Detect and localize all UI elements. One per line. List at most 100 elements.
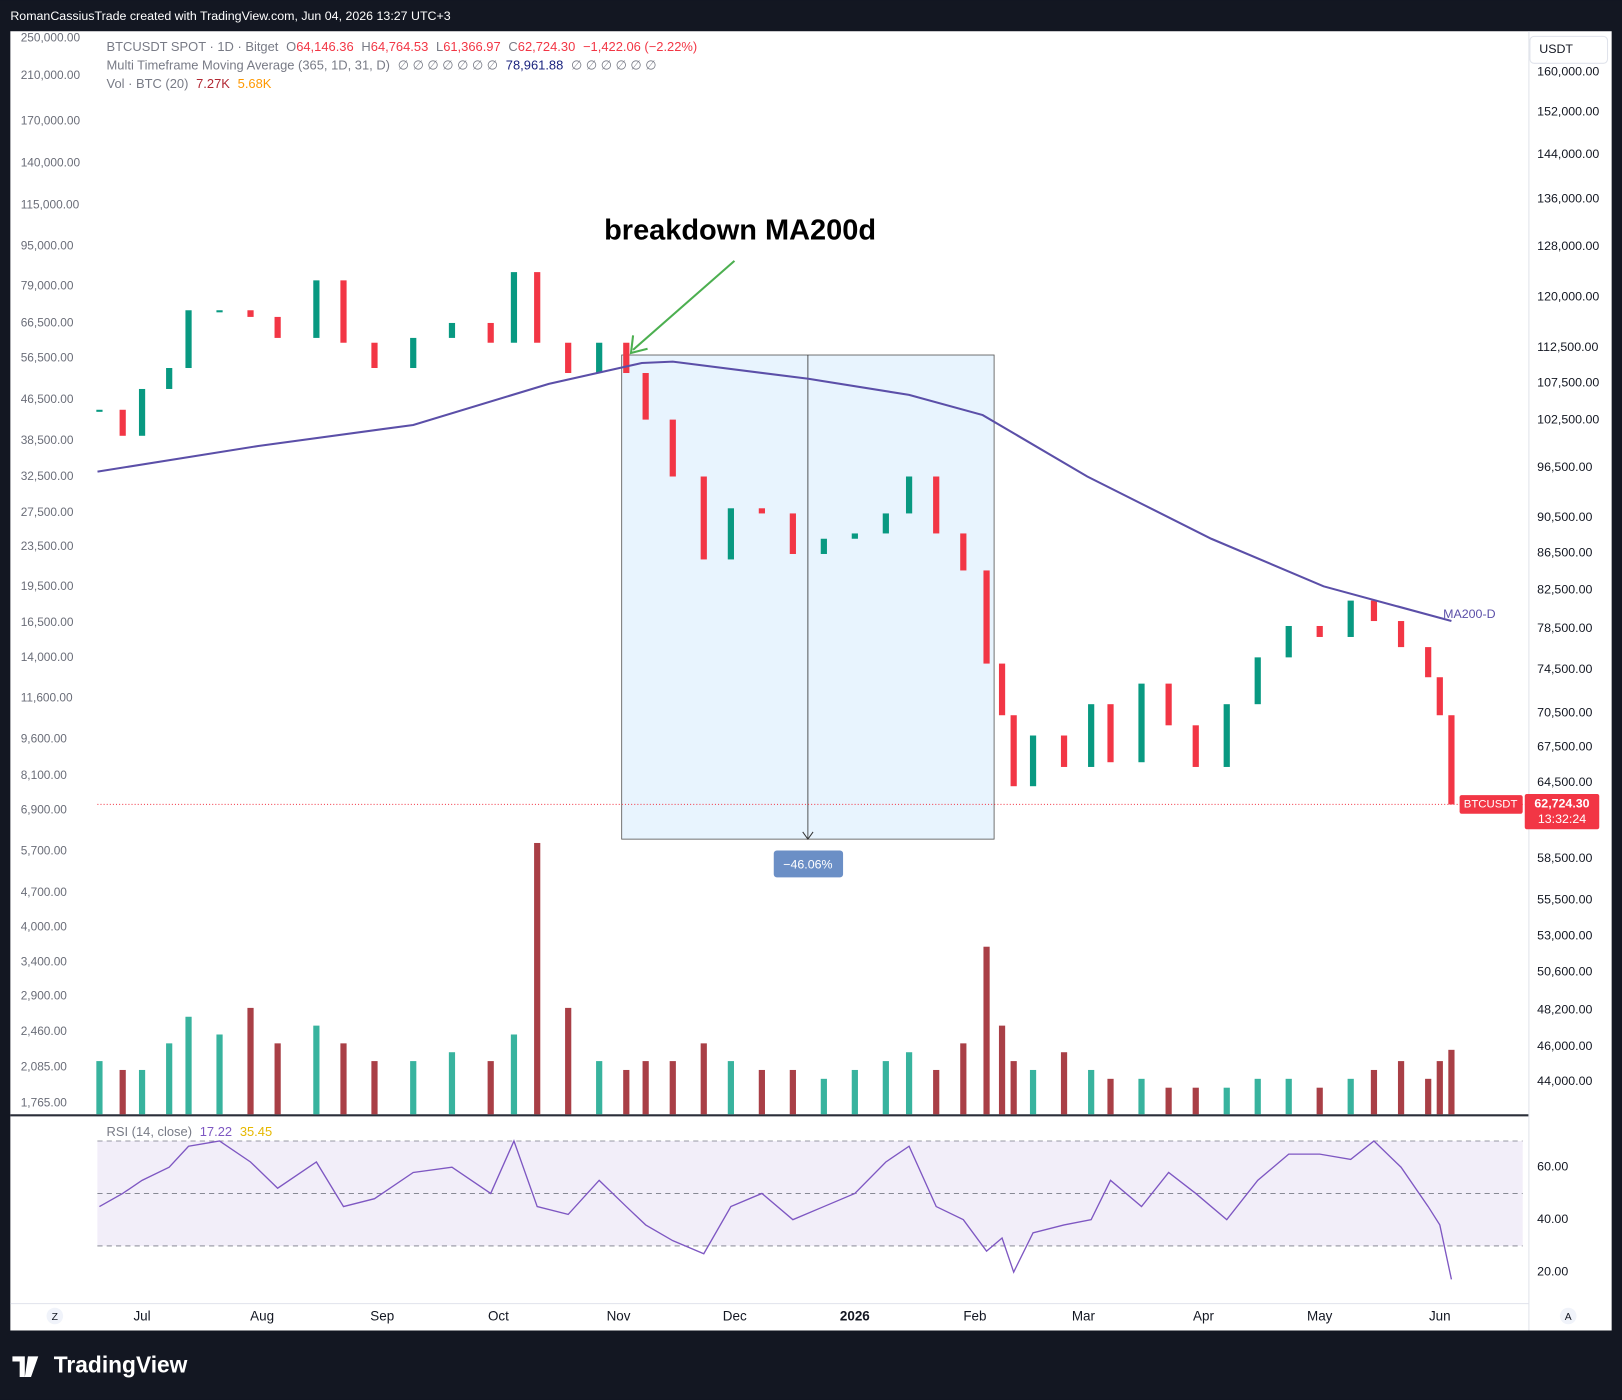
y-tick-label: 64,500.00 — [1537, 775, 1592, 789]
candle — [905, 476, 913, 514]
volume-bar — [216, 1034, 223, 1115]
y-tick-label: 90,500.00 — [1537, 510, 1592, 524]
volume-bar — [510, 1034, 518, 1115]
ohlc-value: 62,724.30 — [518, 39, 576, 54]
scale-button[interactable] — [46, 1307, 64, 1325]
volume-bar — [596, 1061, 603, 1115]
y-tick-label: 44,000.00 — [1537, 1074, 1592, 1088]
y-tick-label: 86,500.00 — [1537, 545, 1592, 559]
x-tick-label: Apr — [1193, 1309, 1214, 1324]
x-tick-label: Nov — [607, 1309, 631, 1324]
ohlc-key: C — [508, 39, 517, 54]
y-tick-label: 46,000.00 — [1537, 1039, 1592, 1053]
rsi-name: RSI (14, close) — [107, 1124, 192, 1139]
y2-tick-label: 27,500.00 — [21, 505, 74, 519]
ohlc-value: 64,146.36 — [296, 39, 354, 54]
y2-tick-label: 5,700.00 — [21, 843, 68, 857]
y2-tick-label: 19,500.00 — [21, 579, 74, 593]
y2-tick-label: 23,500.00 — [21, 539, 74, 553]
candle — [851, 533, 858, 539]
ma-label: MA200-D — [1443, 607, 1495, 621]
volume-bar — [1370, 1069, 1378, 1115]
volume-bar — [1060, 1052, 1068, 1115]
measure-label-box — [773, 850, 844, 878]
volume-bar — [960, 1043, 967, 1115]
plot: 160,000.00 152,000.00 144,000.00 136,000.00… — [21, 31, 1600, 1324]
candle — [138, 388, 146, 436]
rsi-ma: 35.45 — [240, 1124, 272, 1139]
y2-tick-label: 16,500.00 — [21, 615, 74, 629]
candle — [216, 310, 223, 313]
volume-bar — [700, 1043, 707, 1115]
y2-tick-label: 46,500.00 — [21, 392, 74, 406]
rsi-tick-label: 20.00 — [1537, 1264, 1568, 1278]
candle — [642, 373, 649, 420]
ma-value: 78,961.88 — [506, 58, 563, 73]
x-tick-label: Mar — [1072, 1309, 1096, 1324]
volume-bar — [166, 1043, 173, 1115]
volume-bar — [882, 1061, 889, 1115]
volume-bar — [933, 1069, 940, 1115]
y2-tick-label: 11,600.00 — [21, 691, 73, 705]
y-tick-label: 160,000.00 — [1537, 64, 1599, 78]
candle — [1223, 704, 1230, 767]
candle — [700, 476, 707, 560]
ohlc-key: H — [361, 39, 370, 54]
brand: TradingView — [54, 1352, 188, 1378]
y-tick-label: 128,000.00 — [1537, 239, 1599, 253]
rsi-tick-label: 40.00 — [1537, 1212, 1568, 1226]
x-tick-label: Aug — [250, 1309, 274, 1324]
volume-bar — [119, 1069, 126, 1115]
volume-bar — [1285, 1078, 1292, 1115]
volume-bar — [247, 1007, 254, 1115]
y2-tick-label: 9,600.00 — [21, 731, 68, 745]
y2-tick-label: 14,000.00 — [21, 650, 74, 664]
change: −1,422.06 (−2.22%) — [583, 39, 697, 54]
scale-button-label[interactable]: A — [1565, 1312, 1572, 1323]
x-tick-label: Jul — [133, 1309, 150, 1324]
volume-bar — [998, 1025, 1006, 1115]
vol-name: Vol · BTC (20) — [107, 76, 189, 91]
y-tick-label: 107,500.00 — [1537, 375, 1599, 389]
x-tick-label: Oct — [488, 1309, 509, 1324]
y2-tick-label: 79,000.00 — [21, 278, 74, 292]
volume-bar — [851, 1069, 858, 1115]
y-tick-label: 70,500.00 — [1537, 705, 1592, 719]
ohlc-key: L — [436, 39, 443, 54]
candle — [1370, 600, 1378, 622]
candle — [371, 342, 378, 369]
annotation: breakdown MA200d — [604, 215, 876, 247]
currency-button[interactable] — [1529, 35, 1609, 64]
y-tick-label: 67,500.00 — [1537, 739, 1592, 753]
y-tick-label: 74,500.00 — [1537, 662, 1592, 676]
measure-label: −46.06% — [783, 857, 832, 871]
candle — [1285, 625, 1292, 658]
legend-line: Multi Timeframe Moving Average (365, 1D,… — [107, 58, 657, 73]
candle — [565, 342, 572, 374]
volume-bar — [1138, 1078, 1145, 1115]
candle — [96, 409, 103, 412]
candle — [1347, 600, 1354, 637]
symbol-tag-label: BTCUSDT — [1464, 798, 1518, 810]
y-tick-label: 58,500.00 — [1537, 851, 1592, 865]
candle — [789, 513, 796, 554]
y2-tick-label: 115,000.00 — [21, 198, 80, 212]
candle — [623, 342, 630, 374]
volume-bar — [1223, 1087, 1230, 1115]
volume-bar — [1397, 1061, 1405, 1115]
measure-arrow — [802, 831, 814, 841]
y-tick-label: 102,500.00 — [1537, 413, 1599, 427]
x-tick-label: May — [1307, 1309, 1333, 1324]
ma-empty: ∅ ∅ ∅ ∅ ∅ ∅ ∅ — [398, 58, 498, 73]
candle — [340, 280, 347, 343]
y2-tick-label: 4,000.00 — [21, 919, 68, 933]
y2-tick-label: 250,000.00 — [21, 31, 81, 45]
currency[interactable]: USDT — [1539, 42, 1573, 56]
volume-bar — [623, 1069, 630, 1115]
scale-button[interactable] — [1559, 1307, 1577, 1325]
y2-tick-label: 2,900.00 — [21, 989, 68, 1003]
rsi-value: 17.22 — [200, 1124, 232, 1139]
scale-button-label[interactable]: Z — [52, 1312, 58, 1323]
y-tick-label: 152,000.00 — [1537, 105, 1599, 119]
y2-tick-label: 170,000.00 — [21, 114, 81, 128]
